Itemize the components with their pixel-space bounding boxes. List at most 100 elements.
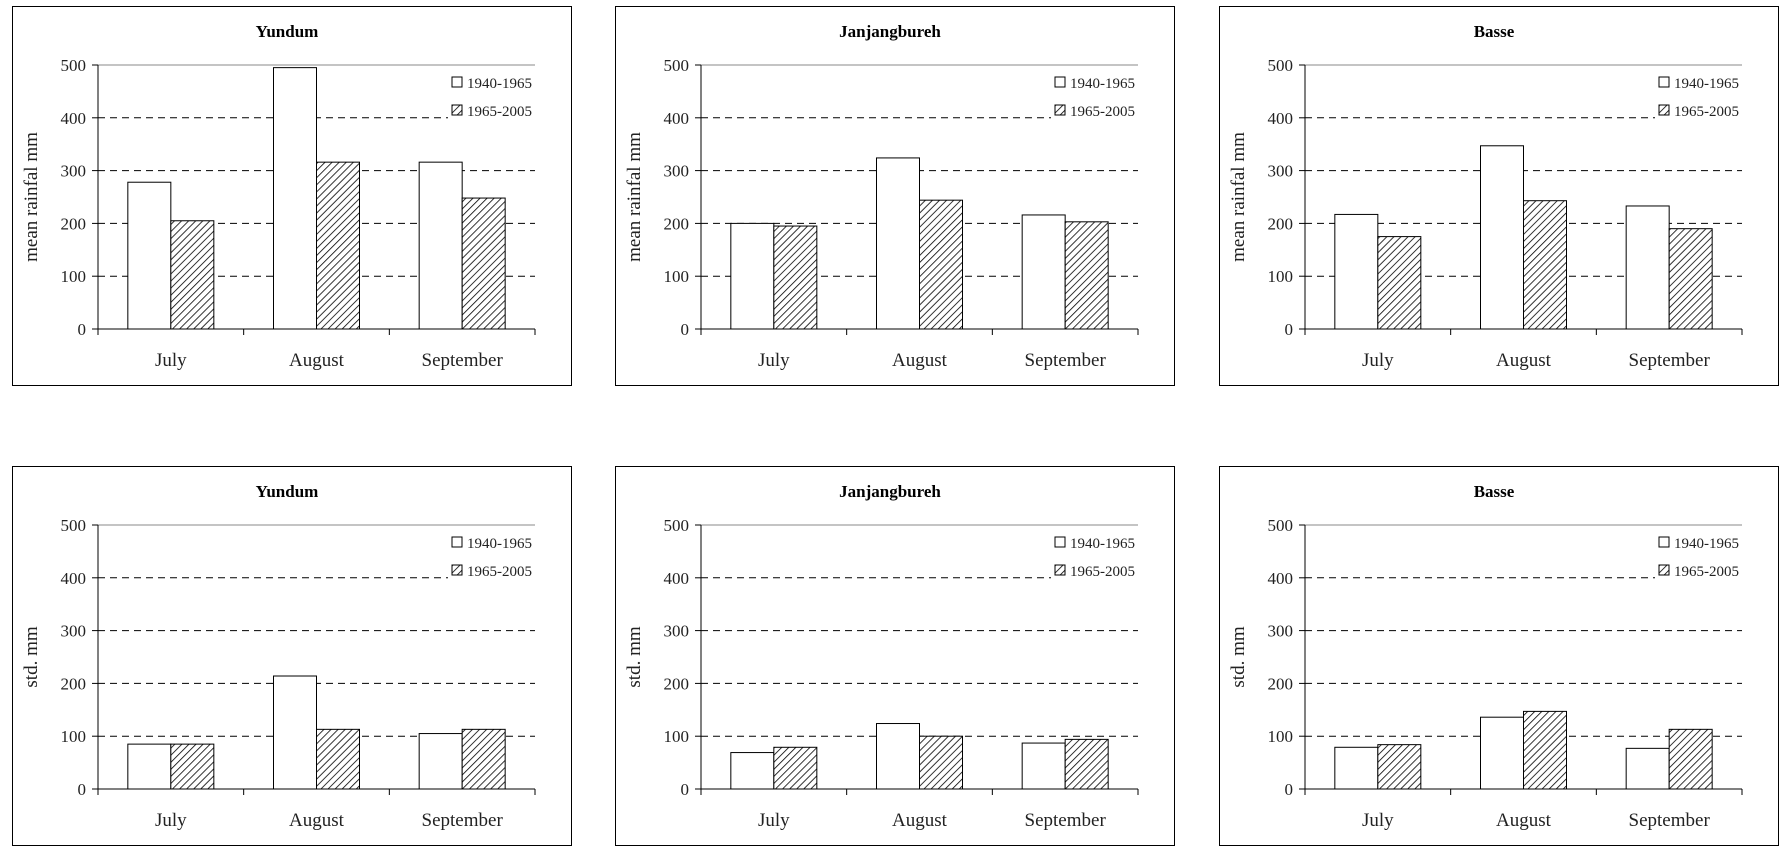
chart-panel: Yundum 0 100 200 300 400 500 July August Septembe… — [12, 6, 572, 386]
legend-background — [1051, 533, 1145, 555]
y-tick-label: 0 — [1285, 320, 1294, 339]
chart-title: Basse — [1474, 22, 1515, 41]
bar-1965-2005 — [1523, 200, 1567, 330]
y-tick-label: 100 — [1268, 267, 1294, 286]
x-tick-label: July — [155, 350, 187, 371]
legend-swatch — [451, 104, 463, 116]
legend-swatch — [1658, 76, 1670, 88]
chart-title: Yundum — [256, 22, 319, 41]
bar-1965-2005 — [773, 225, 818, 330]
y-tick-label: 300 — [1268, 622, 1294, 641]
bar-1965-2005 — [170, 743, 215, 790]
bar-1965-2005 — [316, 161, 360, 330]
x-tick-label: August — [1496, 350, 1552, 371]
bar-1940-1965 — [418, 733, 463, 790]
bar-1965-2005 — [919, 199, 963, 330]
legend-label: 1965-2005 — [1070, 104, 1135, 120]
x-tick-label: September — [1025, 350, 1107, 371]
bar-1940-1965 — [127, 743, 172, 790]
legend-background — [1655, 561, 1749, 583]
y-tick-label: 400 — [664, 569, 690, 588]
legend-label: 1965-2005 — [1070, 564, 1135, 580]
bar-1940-1965 — [1625, 205, 1670, 330]
y-tick-label: 100 — [61, 727, 87, 746]
legend-label: 1940-1965 — [1674, 536, 1739, 552]
legend-swatch — [1054, 104, 1066, 116]
x-tick-label: September — [1025, 810, 1107, 831]
chart-title: Janjangbureh — [839, 482, 941, 501]
legend-swatch — [1054, 536, 1066, 548]
bar-1965-2005 — [461, 197, 506, 330]
x-tick-label: September — [422, 810, 504, 831]
bar-1940-1965 — [730, 222, 775, 330]
legend-background — [1655, 533, 1749, 555]
bar-1940-1965 — [1334, 746, 1379, 790]
bar-chart: Basse 0 100 200 300 400 500 July August September… — [1228, 482, 1749, 831]
y-tick-label: 100 — [664, 727, 690, 746]
x-tick-label: July — [758, 350, 790, 371]
y-tick-label: 200 — [61, 674, 87, 693]
y-tick-label: 400 — [664, 109, 690, 128]
x-tick-label: July — [1362, 350, 1394, 371]
y-tick-label: 0 — [681, 780, 690, 799]
legend-background — [448, 73, 542, 95]
legend-background — [448, 561, 542, 583]
bar-1965-2005 — [170, 220, 215, 330]
bar-1940-1965 — [1021, 742, 1066, 790]
y-tick-label: 100 — [664, 267, 690, 286]
y-tick-label: 300 — [61, 162, 87, 181]
legend-swatch — [1658, 564, 1670, 576]
y-tick-label: 500 — [664, 56, 690, 75]
legend-label: 1940-1965 — [467, 76, 532, 92]
bar-1940-1965 — [1480, 145, 1524, 330]
y-axis-title: mean rainfal mm — [1228, 132, 1249, 262]
y-tick-label: 200 — [61, 214, 87, 233]
legend-swatch — [1054, 76, 1066, 88]
y-tick-label: 0 — [681, 320, 690, 339]
y-axis-title: mean rainfal mm — [624, 132, 645, 262]
x-tick-label: August — [289, 350, 345, 371]
legend-label: 1965-2005 — [1674, 564, 1739, 580]
y-tick-label: 500 — [1268, 56, 1294, 75]
legend-label: 1965-2005 — [467, 104, 532, 120]
legend-background — [1051, 101, 1145, 123]
y-axis-title: mean rainfal mm — [21, 132, 42, 262]
x-tick-label: August — [289, 810, 345, 831]
bar-1940-1965 — [1334, 213, 1379, 330]
chart-panel: Basse 0 100 200 300 400 500 July August September… — [1219, 6, 1779, 386]
y-axis-title: std. mm — [624, 626, 645, 687]
bar-chart: Basse 0 100 200 300 400 500 July August September… — [1228, 22, 1749, 371]
bar-1965-2005 — [919, 735, 963, 790]
x-tick-label: August — [1496, 810, 1552, 831]
legend-swatch — [1054, 564, 1066, 576]
y-tick-label: 300 — [664, 622, 690, 641]
y-tick-label: 400 — [1268, 109, 1294, 128]
y-tick-label: 400 — [61, 569, 87, 588]
legend-swatch — [451, 76, 463, 88]
y-tick-label: 500 — [61, 56, 87, 75]
legend-swatch — [451, 536, 463, 548]
y-tick-label: 300 — [664, 162, 690, 181]
legend-label: 1940-1965 — [1070, 536, 1135, 552]
y-axis-title: std. mm — [1228, 626, 1249, 687]
y-tick-label: 300 — [61, 622, 87, 641]
y-tick-label: 300 — [1268, 162, 1294, 181]
legend-background — [1655, 73, 1749, 95]
chart-title: Yundum — [256, 482, 319, 501]
y-tick-label: 200 — [1268, 214, 1294, 233]
bar-1965-2005 — [1377, 236, 1422, 330]
legend-background — [1051, 561, 1145, 583]
y-axis-title: std. mm — [21, 626, 42, 687]
y-tick-label: 200 — [664, 214, 690, 233]
bar-1940-1965 — [418, 161, 463, 330]
bar-1965-2005 — [1377, 744, 1422, 790]
legend-swatch — [1658, 104, 1670, 116]
legend-swatch — [1658, 536, 1670, 548]
legend-background — [448, 533, 542, 555]
bar-1965-2005 — [316, 728, 360, 790]
bar-chart: Janjangbureh 0 100 200 300 400 500 July August Se… — [624, 482, 1145, 831]
y-tick-label: 0 — [78, 320, 87, 339]
y-tick-label: 400 — [1268, 569, 1294, 588]
bar-1940-1965 — [127, 181, 172, 330]
legend-background — [1655, 101, 1749, 123]
